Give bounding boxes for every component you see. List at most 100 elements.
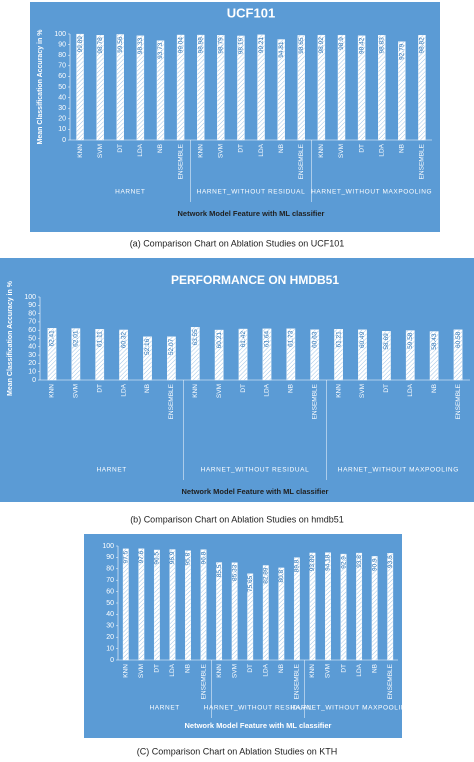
group-label: HARNET_WITHOUT MAXPOOLING xyxy=(338,467,459,474)
bar xyxy=(286,328,296,381)
bar xyxy=(190,327,200,381)
x-tick-label: SVM xyxy=(97,144,104,158)
value-label: 98.83 xyxy=(378,37,385,54)
x-tick-label: DT xyxy=(358,144,365,153)
bar xyxy=(277,39,285,141)
x-tick-label: KNN xyxy=(318,144,325,158)
y-axis-label: Mean Classification Accuracy in % xyxy=(37,29,44,145)
bar xyxy=(278,567,285,661)
value-label: 92.79 xyxy=(399,43,406,60)
x-tick-label: ENSEMBLE xyxy=(455,383,462,419)
value-label: 89.8 xyxy=(294,559,301,572)
x-axis-label: Network Model Feature with ML classifier xyxy=(182,487,329,496)
chart-background xyxy=(84,534,402,738)
value-label: 96.5 xyxy=(154,552,161,565)
bar xyxy=(317,34,326,141)
x-tick-label: NB xyxy=(157,144,164,153)
group-label: HARNET xyxy=(115,189,145,196)
caption: (C) Comparison Chart on Ablation Studies… xyxy=(137,746,338,756)
x-tick-label: ENSEMBLE xyxy=(294,663,301,699)
x-tick-label: NB xyxy=(278,664,285,673)
bar xyxy=(387,553,394,661)
x-tick-label: SVM xyxy=(359,384,366,398)
x-tick-label: DT xyxy=(247,664,254,673)
y-tick-label: 90 xyxy=(28,302,36,309)
value-label: 92.9 xyxy=(340,556,347,569)
bar xyxy=(378,35,386,141)
bar xyxy=(197,34,205,141)
bar xyxy=(116,34,124,141)
x-tick-label: SVM xyxy=(218,144,225,158)
caption: (a) Comparison Chart on Ablation Studies… xyxy=(130,238,345,248)
x-tick-label: NB xyxy=(278,144,285,153)
x-tick-label: KNN xyxy=(335,384,342,398)
bar xyxy=(71,328,81,381)
bar xyxy=(217,35,225,141)
value-label: 61.11 xyxy=(96,331,103,347)
bar xyxy=(247,573,254,661)
bar xyxy=(405,330,415,381)
x-tick-label: NB xyxy=(185,664,192,673)
bar xyxy=(95,329,105,381)
x-tick-label: NB xyxy=(399,144,406,153)
value-label: 60.58 xyxy=(455,331,462,348)
value-label: 93.89 xyxy=(309,555,316,572)
value-label: 98.65 xyxy=(298,37,305,54)
y-tick-label: 60 xyxy=(106,588,114,595)
y-tick-label: 50 xyxy=(28,335,36,342)
y-tick-label: 40 xyxy=(28,344,36,351)
value-label: 80.8 xyxy=(278,570,285,583)
x-tick-label: NB xyxy=(144,384,151,393)
y-tick-label: 30 xyxy=(106,623,114,630)
bar xyxy=(358,329,367,381)
x-tick-label: LDA xyxy=(169,663,176,676)
y-tick-label: 10 xyxy=(28,369,36,376)
value-label: 90.9 xyxy=(371,558,378,571)
x-axis-label: Network Model Feature with ML classifier xyxy=(185,721,332,730)
x-tick-label: ENSEMBLE xyxy=(311,383,318,419)
y-tick-label: 80 xyxy=(58,52,66,59)
y-tick-label: 30 xyxy=(28,352,36,359)
value-label: 58.43 xyxy=(431,333,438,350)
bar xyxy=(418,35,426,141)
bar xyxy=(356,552,363,661)
y-tick-label: 0 xyxy=(110,657,114,664)
x-tick-label: DT xyxy=(117,144,124,153)
value-label: 52.07 xyxy=(168,338,175,355)
value-label: 98.98 xyxy=(197,37,204,54)
value-label: 99.89 xyxy=(77,36,84,53)
x-tick-label: ENSEMBLE xyxy=(387,663,394,699)
value-label: 62.41 xyxy=(49,330,56,347)
value-label: 61.73 xyxy=(288,330,295,347)
value-label: 98.42 xyxy=(358,37,365,54)
bar xyxy=(185,550,191,661)
value-label: 96.8 xyxy=(200,551,207,564)
value-label: 98.82 xyxy=(419,37,426,54)
y-tick-label: 80 xyxy=(106,566,114,573)
bar xyxy=(382,331,391,381)
x-tick-label: ENSEMBLE xyxy=(168,383,175,419)
y-tick-label: 0 xyxy=(32,377,36,384)
bar xyxy=(371,556,378,661)
y-tick-label: 100 xyxy=(24,294,36,301)
x-tick-label: NB xyxy=(431,384,438,393)
y-tick-label: 50 xyxy=(106,600,114,607)
bar xyxy=(167,336,176,381)
bar xyxy=(309,552,316,661)
value-label: 52.16 xyxy=(144,338,151,355)
value-label: 93.6 xyxy=(387,555,394,568)
value-label: 62.01 xyxy=(73,330,80,347)
x-tick-label: LDA xyxy=(407,383,414,396)
x-tick-label: KNN xyxy=(49,384,56,398)
x-tick-label: KNN xyxy=(197,144,204,158)
bar xyxy=(262,328,272,381)
x-tick-label: SVM xyxy=(325,664,332,678)
value-label: 58.69 xyxy=(383,333,390,350)
x-tick-label: DT xyxy=(238,144,245,153)
y-tick-label: 100 xyxy=(102,543,114,550)
x-tick-label: KNN xyxy=(309,664,316,678)
y-tick-label: 20 xyxy=(28,360,36,367)
value-label: 82.89 xyxy=(262,567,269,584)
bar xyxy=(238,328,248,381)
